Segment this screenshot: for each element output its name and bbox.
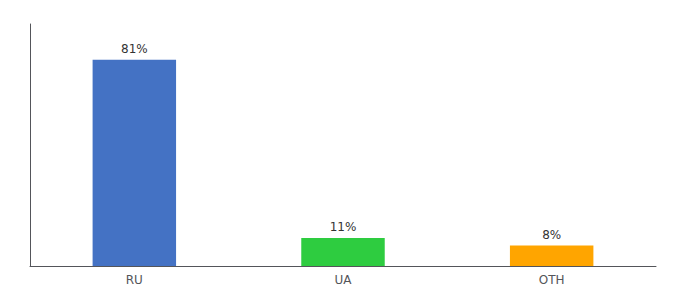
svg-text:8%: 8% (542, 228, 561, 242)
svg-text:OTH: OTH (539, 273, 565, 287)
svg-text:81%: 81% (121, 42, 148, 56)
svg-text:RU: RU (126, 273, 143, 287)
svg-text:UA: UA (335, 273, 353, 287)
svg-text:11%: 11% (330, 220, 357, 234)
